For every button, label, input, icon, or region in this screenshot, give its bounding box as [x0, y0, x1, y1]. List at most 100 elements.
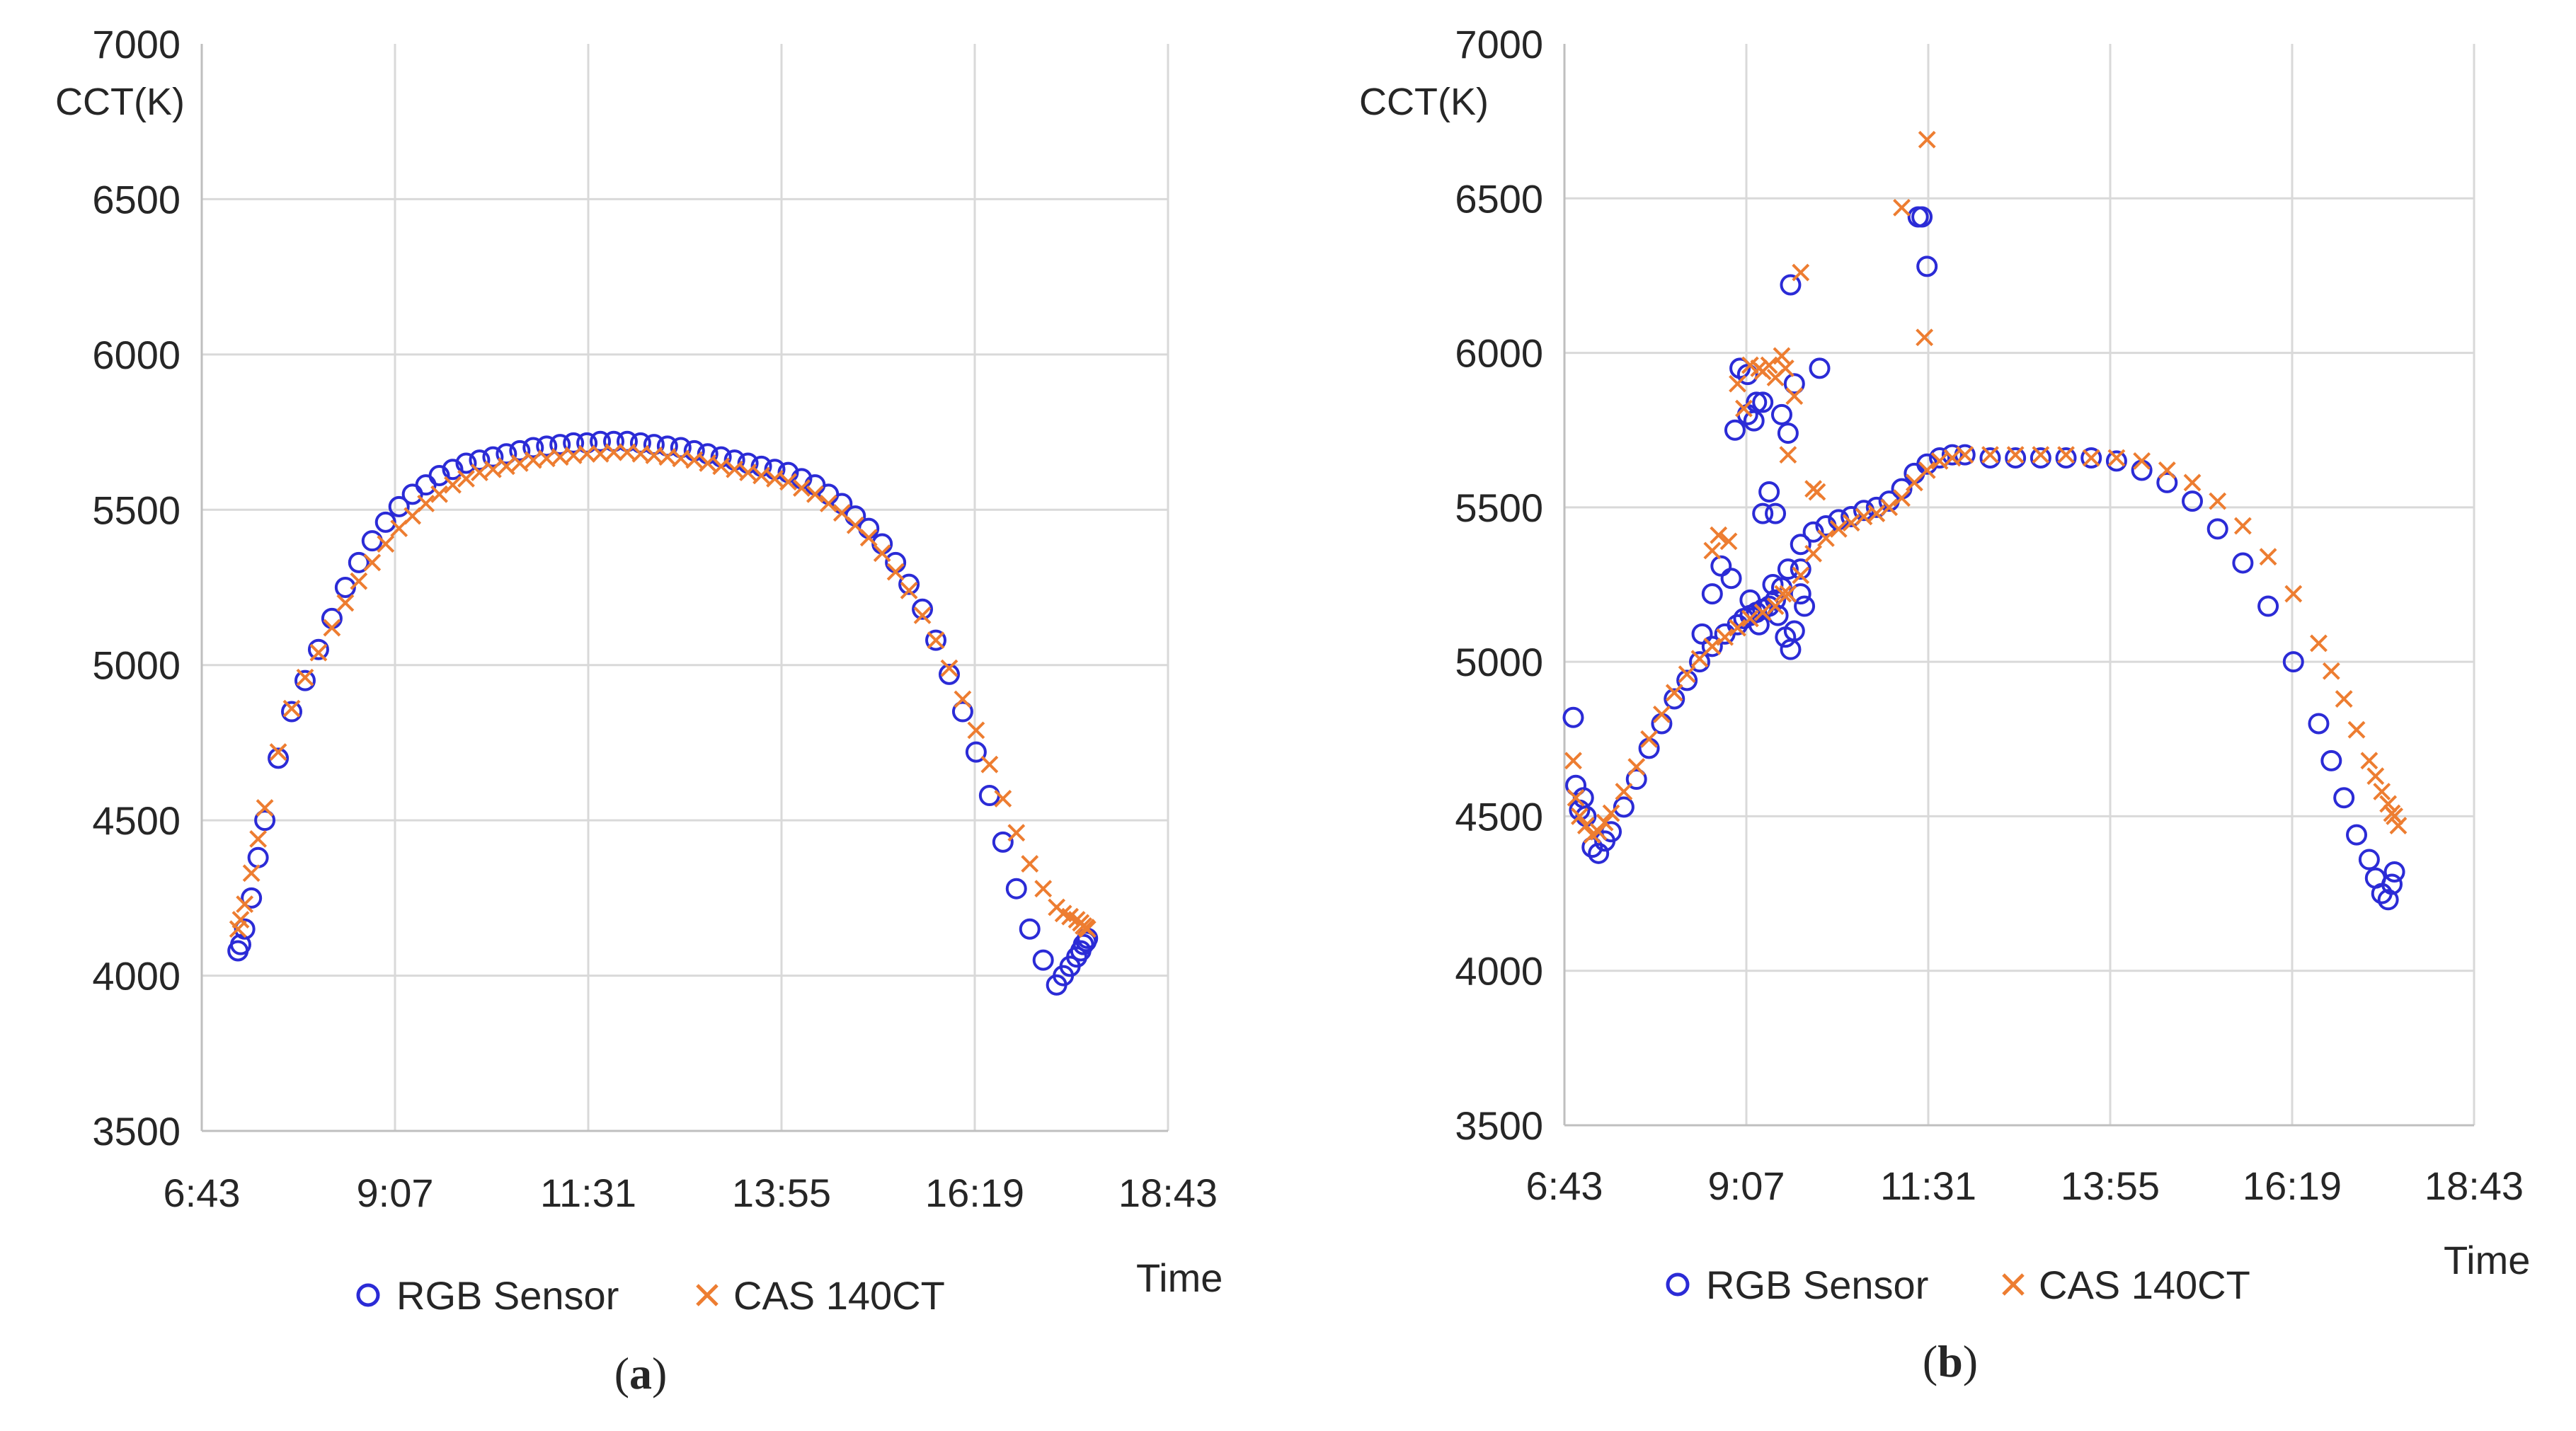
rgb-sensor-point — [1739, 589, 1761, 611]
cas-140ct-point — [900, 581, 918, 599]
x-tick-label: 18:43 — [2425, 1163, 2524, 1208]
rgb-sensor-point — [2156, 471, 2178, 493]
cas-140ct-point — [444, 476, 462, 494]
cas-140ct-point — [806, 485, 824, 503]
cas-140ct-point — [873, 544, 891, 563]
rgb-sensor-point — [1613, 796, 1635, 818]
rgb-sensor-point — [1941, 444, 1963, 466]
cas-140ct-point — [1571, 808, 1588, 825]
x-tick-label: 11:31 — [540, 1171, 636, 1215]
cas-140ct-point — [2310, 634, 2328, 653]
panel-b-ylabel: CCT(K) — [1359, 81, 1489, 123]
cas-140ct-point — [1779, 585, 1797, 603]
cas-140ct-point — [417, 495, 435, 512]
cas-140ct-point — [1564, 752, 1582, 770]
cas-140ct-point — [1627, 758, 1646, 776]
rgb-sensor-point — [1841, 505, 1862, 527]
y-tick-label: 3500 — [1455, 1103, 1543, 1148]
cas-140ct-point — [1716, 628, 1734, 646]
cas-140ct-point — [2032, 446, 2050, 464]
rgb-sensor-point — [1765, 502, 1787, 524]
cas-140ct-point — [2284, 585, 2303, 603]
cas-140ct-point — [282, 699, 301, 718]
cas-140ct-point — [1760, 356, 1778, 374]
cas-140ct-point — [685, 451, 704, 469]
x-tick-label: 13:55 — [732, 1171, 831, 1215]
cas-140ct-point — [1753, 603, 1772, 621]
x-tick-label: 6:43 — [1526, 1163, 1603, 1208]
panel-b: 3500 4000 4500 5000 5500 6000 6500 7000 6:43 9:0… — [1359, 22, 2530, 1386]
cas-140ct-point — [1021, 855, 1039, 873]
rgb-sensor-point — [1979, 447, 2001, 469]
cas-140ct-point — [699, 454, 717, 472]
cas-140ct-point — [1034, 880, 1053, 898]
rgb-sensor-point — [509, 439, 531, 461]
cas-140ct-point — [578, 444, 596, 463]
y-tick-label: 6500 — [92, 177, 181, 222]
y-tick-label: 5500 — [92, 488, 181, 532]
rgb-sensor-point — [307, 638, 329, 660]
panel-a-ylabel: CCT(K) — [55, 81, 185, 123]
cas-140ct-point — [1916, 328, 1934, 347]
rgb-sensor-point — [229, 933, 251, 955]
rgb-sensor-point — [2030, 447, 2051, 469]
panel-b-gridlines — [1563, 44, 2475, 1127]
rgb-sensor-point — [281, 701, 303, 723]
rgb-sensor-point — [1625, 769, 1647, 791]
cas-140ct-point — [236, 895, 254, 914]
rgb-sensor-point — [2308, 713, 2330, 735]
cas-140ct-point — [2379, 795, 2398, 813]
cas-140ct-point — [1741, 609, 1759, 628]
rgb-sensor-point — [241, 887, 263, 909]
cas-140ct-point — [1710, 526, 1728, 544]
cas-140ct-point — [296, 668, 314, 686]
cas-140ct-point — [1589, 822, 1608, 841]
rgb-sensor-point — [590, 430, 612, 452]
cas-140ct-point — [1007, 824, 1026, 842]
rgb-sensor-point — [2055, 447, 2077, 469]
rgb-sensor-point — [2257, 595, 2279, 617]
cas-140ct-point — [1602, 804, 1620, 822]
cas-140ct-point — [483, 460, 502, 478]
cas-140ct-point — [2389, 817, 2408, 834]
rgb-sensor-point — [898, 573, 920, 595]
cas-140ct-point — [2183, 473, 2202, 492]
rgb-sensor-point — [1865, 496, 1887, 518]
cas-140ct-point — [1615, 783, 1633, 800]
rgb-sensor-point — [522, 437, 544, 459]
cas-140ct-point — [497, 457, 515, 476]
cas-140ct-point — [309, 643, 328, 662]
panel-a: 3500 4000 4500 5000 5500 6000 6500 7000 6:43 9:0… — [55, 22, 1223, 1398]
cas-140ct-point — [859, 529, 878, 547]
cas-140ct-point — [1785, 387, 1804, 406]
cas-140ct-point — [1817, 529, 1835, 547]
cas-140ct-point — [1829, 520, 1848, 538]
y-tick-label: 6000 — [92, 333, 181, 377]
rgb-sensor-point — [536, 435, 558, 457]
panel-b-legend: RGB Sensor CAS 140CT — [1666, 1263, 2250, 1307]
rgb-sensor-point — [1777, 423, 1799, 444]
cas-140ct-point — [819, 495, 837, 512]
cas-140ct-point — [1792, 566, 1810, 585]
cas-140ct-point — [793, 479, 811, 497]
cas-140ct-point — [994, 790, 1012, 808]
cas-140ct-point — [323, 619, 341, 637]
cas-140ct-point — [1867, 505, 1886, 523]
rgb-sensor-point — [1019, 918, 1041, 940]
legend-b-cas-label: CAS 140CT — [2039, 1263, 2250, 1307]
cas-140ct-point — [471, 464, 488, 482]
cas-140ct-point — [927, 631, 945, 650]
cas-140ct-point — [1893, 198, 1911, 217]
panel-a-gridlines — [200, 44, 1169, 1132]
legend-b-cas-marker — [2002, 1273, 2025, 1296]
legend-a-cas-marker — [696, 1284, 719, 1306]
rgb-sensor-point — [1783, 373, 1805, 395]
cas-140ct-point — [2107, 449, 2126, 467]
rgb-sensor-point — [268, 747, 290, 769]
cas-140ct-point — [2335, 690, 2353, 708]
rgb-sensor-point — [2105, 450, 2127, 472]
cas-140ct-point — [1665, 684, 1683, 702]
rgb-sensor-point — [1691, 623, 1713, 645]
rgb-sensor-point — [2383, 861, 2405, 883]
